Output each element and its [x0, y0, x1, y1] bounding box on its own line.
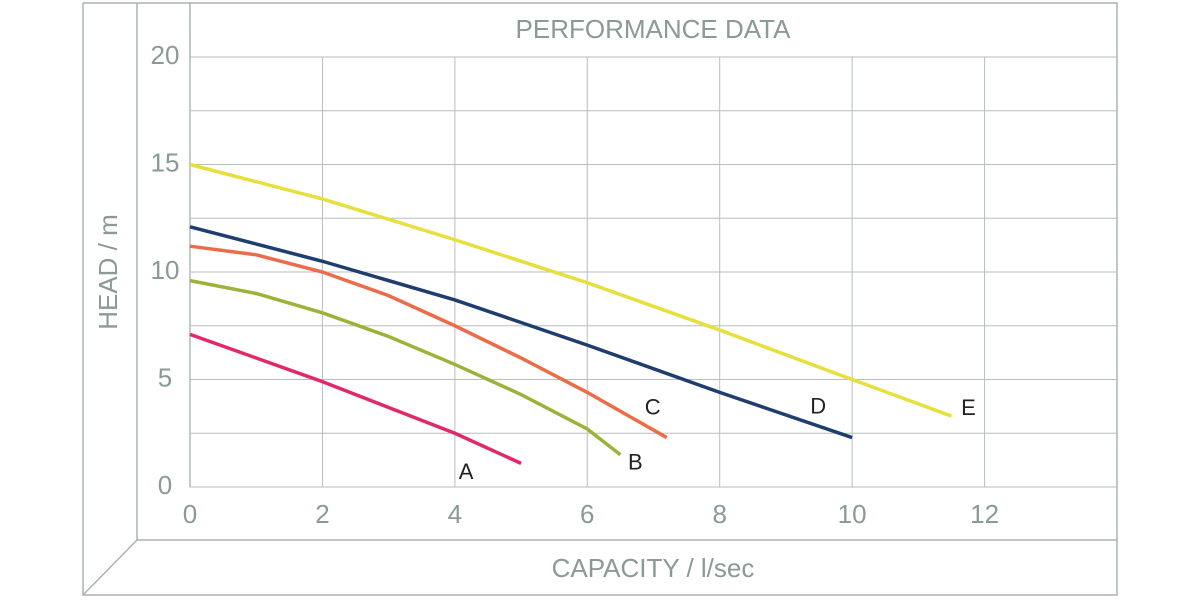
- x-tick-label: 8: [712, 499, 726, 529]
- curve: [189, 162, 953, 418]
- frame-diagonal: [82, 539, 138, 596]
- curve: [189, 278, 622, 457]
- x-tick-label: 6: [580, 499, 594, 529]
- y-tick-label: 15: [151, 147, 180, 177]
- x-tick-label: 0: [183, 499, 197, 529]
- x-tick-label: 12: [970, 499, 999, 529]
- curve: [189, 244, 668, 440]
- curve: [189, 225, 853, 440]
- y-tick-label: 10: [151, 255, 180, 285]
- frame-outer: [82, 3, 1118, 596]
- x-tick-label: 2: [315, 499, 329, 529]
- y-tick-label: 20: [151, 40, 180, 70]
- series-label: C: [645, 394, 661, 419]
- y-axis-label: HEAD / m: [93, 214, 123, 330]
- curve: [189, 332, 522, 465]
- y-tick-label: 0: [158, 470, 172, 500]
- series-label: A: [459, 459, 474, 484]
- x-axis-label: CAPACITY / l/sec: [552, 553, 755, 583]
- x-tick-label: 10: [838, 499, 867, 529]
- series-label: B: [628, 450, 643, 475]
- series-label: D: [810, 393, 826, 418]
- x-tick-label: 4: [448, 499, 462, 529]
- chart-title: PERFORMANCE DATA: [516, 14, 792, 44]
- frame: [82, 2, 1118, 596]
- y-tick-label: 5: [158, 362, 172, 392]
- series-label: E: [961, 395, 976, 420]
